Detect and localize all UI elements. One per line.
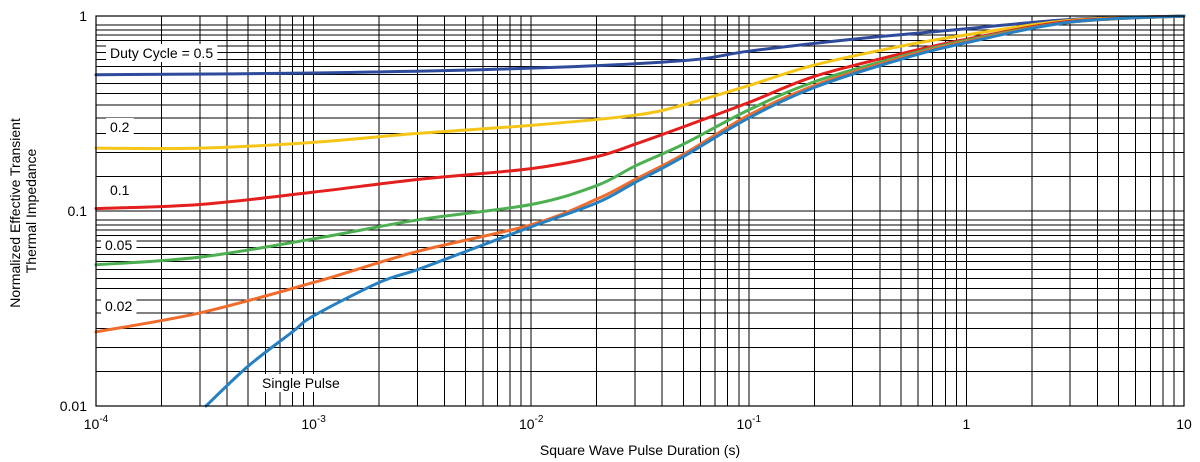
series-label-duty-0-02: 0.02 xyxy=(105,298,132,314)
series-label-duty-0-2: 0.2 xyxy=(110,119,130,135)
series-label-duty-0-1: 0.1 xyxy=(110,182,130,198)
curve-duty-0-2 xyxy=(94,14,1186,151)
y-axis-title-line-2: Thermal Impedance xyxy=(23,149,39,274)
label-layer: Duty Cycle = 0.5 0.2 0.1 0.05 0.02 Single Pul… xyxy=(101,44,345,392)
series-label-duty-0-05: 0.05 xyxy=(105,237,132,253)
x-tick-label: 10-4 xyxy=(84,414,109,432)
y-tick-label: 1 xyxy=(79,8,87,24)
curve-single-pulse xyxy=(204,14,1186,408)
y-tick-label: 0.1 xyxy=(68,203,88,219)
curve-duty-0-05 xyxy=(94,14,1186,267)
plot-frame xyxy=(95,15,1185,407)
curve-layer xyxy=(94,14,1186,408)
x-axis-title: Square Wave Pulse Duration (s) xyxy=(540,442,740,458)
x-tick-label: 10-3 xyxy=(301,414,326,432)
y-axis-title: Normalized Effective Transient Thermal I… xyxy=(7,114,39,308)
x-tick-label: 1 xyxy=(963,416,971,432)
y-axis-title-line-1: Normalized Effective Transient xyxy=(7,118,23,308)
series-label-bg xyxy=(106,118,134,136)
series-label-duty-0-5: Duty Cycle = 0.5 xyxy=(110,45,213,61)
series-label-bg xyxy=(258,374,345,392)
tick-layer: 10-4 10-3 10-2 10-1 1 10 0.01 0.1 1 xyxy=(60,8,1192,432)
series-label-bg xyxy=(106,44,218,62)
x-tick-label: 10-2 xyxy=(519,414,544,432)
series-label-bg xyxy=(101,236,137,254)
x-tick-label: 10-1 xyxy=(737,414,762,432)
y-tick-label: 0.01 xyxy=(60,398,87,414)
curve-duty-0-5 xyxy=(94,14,1186,77)
series-label-bg xyxy=(106,181,134,199)
series-label-bg xyxy=(101,297,137,315)
grid-layer xyxy=(95,16,1184,407)
x-tick-label: 10 xyxy=(1176,416,1192,432)
series-label-single-pulse: Single Pulse xyxy=(262,375,340,391)
